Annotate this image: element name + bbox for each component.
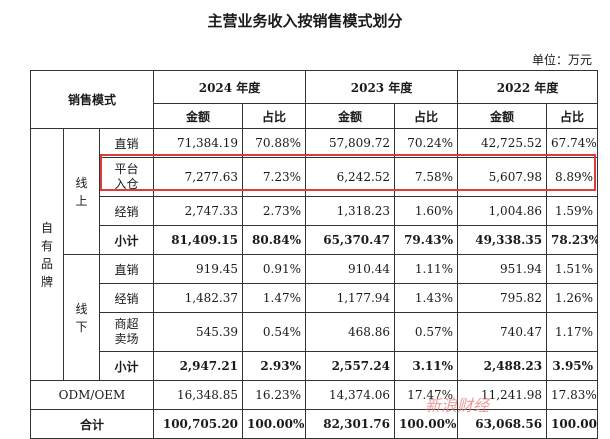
cell-ratio: 1.26% [546, 283, 599, 313]
table-row: 线下 直销 919.45 0.91% 910.44 1.11% 951.94 1… [31, 254, 599, 381]
cell-amount: 795.82 [457, 283, 548, 313]
cell-amount: 82,301.76 [305, 409, 396, 439]
sales-mode-table: 销售模式 2024 年度 2023 年度 2022 年度 金额 占比 金额 占比… [29, 70, 599, 439]
header-amount: 金额 [153, 103, 244, 129]
cell-ratio: 3.11% [394, 351, 459, 381]
cell-amount: 740.47 [457, 312, 548, 352]
cell-ratio: 100.00% [546, 409, 599, 439]
cell-amount: 57,809.72 [305, 128, 396, 158]
cell-amount: 7,277.63 [153, 157, 244, 197]
cell-amount: 5,607.98 [457, 157, 548, 197]
cell-ratio: 1.51% [546, 254, 599, 284]
cell-amount: 910.44 [305, 254, 396, 284]
header-2022: 2022 年度 [457, 70, 599, 104]
header-row-cols: 金额 占比 金额 占比 金额 占比 [31, 103, 599, 129]
cell-ratio: 1.47% [242, 283, 307, 313]
header-row-years: 销售模式 2024 年度 2023 年度 2022 年度 [29, 70, 599, 129]
header-amount: 金额 [457, 103, 548, 129]
row-label: 平台入仓 [98, 157, 155, 197]
cell-amount: 81,409.15 [153, 225, 244, 255]
cell-amount: 951.94 [457, 254, 548, 284]
cell-amount: 42,725.52 [457, 128, 548, 158]
row-label: 合计 [29, 409, 155, 439]
cell-amount: 11,241.98 [457, 380, 548, 410]
table-row-total: 合计 100,705.20 100.00% 82,301.76 100.00% … [29, 409, 599, 439]
cell-amount: 2,747.33 [153, 196, 244, 226]
unit-label: 单位：万元 [531, 53, 592, 67]
header-ratio: 占比 [242, 103, 307, 129]
group-own-brand: 自有品牌 [30, 128, 64, 381]
header-2023: 2023 年度 [305, 70, 459, 104]
cell-amount: 2,557.24 [305, 351, 396, 381]
header-amount: 金额 [305, 103, 396, 129]
cell-ratio: 78.23% [546, 225, 599, 255]
table-row-subtotal: 小计 81,409.15 80.84% 65,370.47 79.43% 49,… [31, 225, 599, 255]
header-2024: 2024 年度 [153, 70, 307, 104]
cell-ratio: 100.00% [242, 409, 307, 439]
row-label: 直销 [98, 254, 155, 284]
cell-ratio: 79.43% [394, 225, 459, 255]
cell-ratio: 17.47% [394, 380, 459, 410]
cell-amount: 71,384.19 [153, 128, 244, 158]
header-sales-mode: 销售模式 [29, 70, 155, 129]
row-label: 小计 [98, 351, 155, 381]
cell-ratio: 8.89% [546, 157, 599, 197]
cell-ratio: 7.58% [394, 157, 459, 197]
cell-ratio: 1.43% [394, 283, 459, 313]
cell-ratio: 70.88% [242, 128, 307, 158]
cell-ratio: 1.17% [546, 312, 599, 352]
row-label: 经销 [98, 196, 155, 226]
row-label: ODM/OEM [29, 380, 155, 410]
cell-amount: 1,482.37 [153, 283, 244, 313]
cell-ratio: 7.23% [242, 157, 307, 197]
table-row: 平台入仓 7,277.63 7.23% 6,242.52 7.58% 5,607… [31, 157, 599, 197]
row-label: 商超卖场 [98, 312, 155, 352]
cell-amount: 6,242.52 [305, 157, 396, 197]
cell-ratio: 1.59% [546, 196, 599, 226]
cell-amount: 65,370.47 [305, 225, 396, 255]
cell-ratio: 3.95% [546, 351, 599, 381]
cell-amount: 545.39 [153, 312, 244, 352]
table-row: 商超卖场 545.39 0.54% 468.86 0.57% 740.47 1.… [31, 312, 599, 352]
cell-amount: 2,947.21 [153, 351, 244, 381]
table-row-subtotal: 小计 2,947.21 2.93% 2,557.24 3.11% 2,488.2… [31, 351, 599, 381]
cell-ratio: 0.57% [394, 312, 459, 352]
row-label: 经销 [98, 283, 155, 313]
header-ratio: 占比 [546, 103, 599, 129]
table-row: 经销 1,482.37 1.47% 1,177.94 1.43% 795.82 … [31, 283, 599, 313]
cell-amount: 2,488.23 [457, 351, 548, 381]
group-online: 线上 [63, 128, 100, 255]
cell-ratio: 2.93% [242, 351, 307, 381]
watermark: 新浪财经 [425, 396, 490, 415]
cell-ratio: 1.11% [394, 254, 459, 284]
cell-amount: 468.86 [305, 312, 396, 352]
table-row: 自有品牌 线上 直销 71,384.19 70.88% 57,809.72 70… [30, 128, 599, 381]
cell-ratio: 80.84% [242, 225, 307, 255]
page-title: 主营业务收入按销售模式划分 [207, 12, 403, 30]
cell-ratio: 0.54% [242, 312, 307, 352]
cell-amount: 1,004.86 [457, 196, 548, 226]
header-ratio: 占比 [394, 103, 459, 129]
cell-amount: 14,374.06 [305, 380, 396, 410]
cell-ratio: 70.24% [394, 128, 459, 158]
table-row: 经销 2,747.33 2.73% 1,318.23 1.60% 1,004.8… [31, 196, 599, 226]
cell-amount: 100,705.20 [153, 409, 244, 439]
cell-ratio: 0.91% [242, 254, 307, 284]
cell-ratio: 17.83% [546, 380, 599, 410]
table-row: ODM/OEM 16,348.85 16.23% 14,374.06 17.47… [29, 380, 599, 410]
row-label: 小计 [98, 225, 155, 255]
cell-ratio: 16.23% [242, 380, 307, 410]
cell-ratio: 67.74% [546, 128, 599, 158]
group-offline: 线下 [63, 254, 100, 381]
row-label: 直销 [98, 128, 155, 158]
cell-amount: 1,318.23 [305, 196, 396, 226]
cell-ratio: 1.60% [394, 196, 459, 226]
cell-amount: 919.45 [153, 254, 244, 284]
cell-amount: 16,348.85 [153, 380, 244, 410]
cell-ratio: 2.73% [242, 196, 307, 226]
cell-amount: 49,338.35 [457, 225, 548, 255]
cell-amount: 1,177.94 [305, 283, 396, 313]
